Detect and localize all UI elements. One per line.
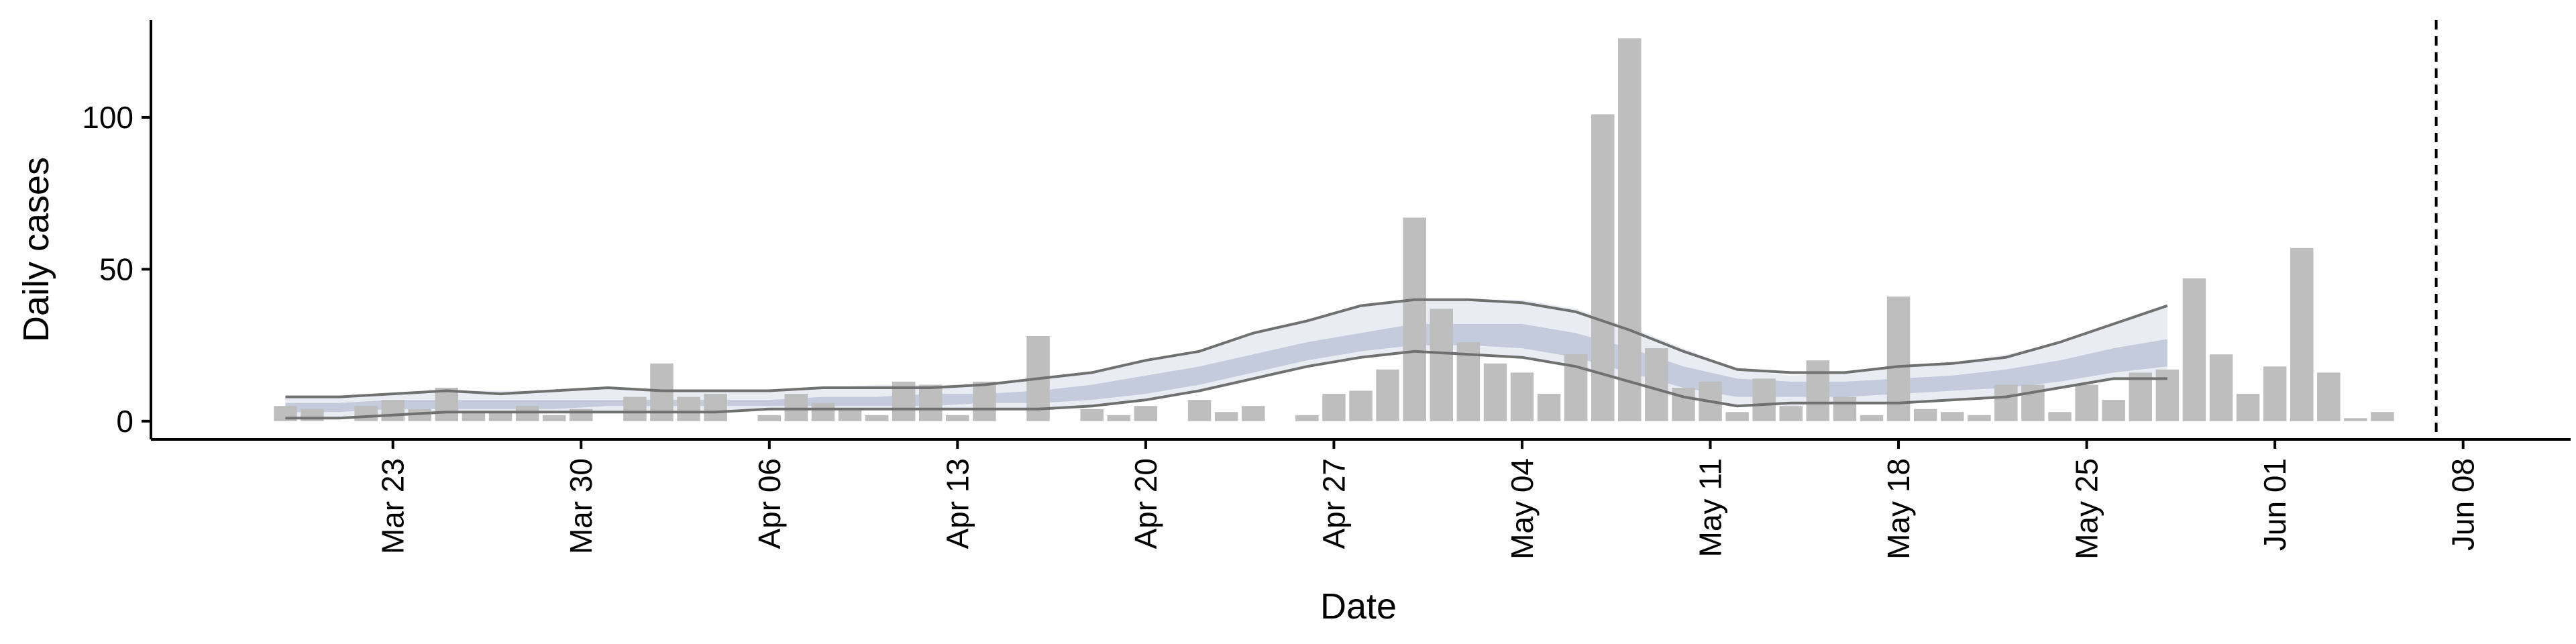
bar-2020-03-27 xyxy=(488,412,513,421)
bar-2020-04-26 xyxy=(1295,415,1319,421)
bar-2020-05-27 xyxy=(2129,372,2152,421)
bar-2020-05-08 xyxy=(1618,38,1642,421)
bar-2020-06-05 xyxy=(2371,412,2394,421)
bar-2020-05-12 xyxy=(1725,412,1749,421)
bar-2020-04-10 xyxy=(865,415,889,421)
x-tick-label-2020-06-01: Jun 01 xyxy=(2257,458,2292,551)
estimate-ribbon-layer xyxy=(285,299,2167,419)
bar-2020-03-22 xyxy=(354,406,378,421)
bar-2020-05-17 xyxy=(1860,415,1884,421)
bar-2020-04-06 xyxy=(757,415,782,421)
x-tick-label-2020-06-08: Jun 08 xyxy=(2446,458,2481,551)
bar-2020-04-27 xyxy=(1322,394,1346,421)
bar-2020-05-05 xyxy=(1537,394,1561,421)
bar-2020-03-28 xyxy=(515,406,539,421)
bar-2020-03-25 xyxy=(435,388,459,421)
bar-2020-04-03 xyxy=(677,396,700,421)
bar-2020-04-22 xyxy=(1187,400,1212,421)
y-tick-label-0: 0 xyxy=(116,404,133,439)
bar-2020-05-16 xyxy=(1833,396,1857,421)
x-tick-label-2020-05-04: May 04 xyxy=(1505,458,1540,559)
inner-credible-band xyxy=(285,323,2167,413)
x-tick-label-2020-03-30: Mar 30 xyxy=(564,458,598,554)
bar-2020-05-30 xyxy=(2209,354,2233,421)
y-axis-title: Daily cases xyxy=(16,157,56,342)
bar-2020-05-19 xyxy=(1913,409,1937,421)
bar-2020-06-02 xyxy=(2290,248,2314,421)
bar-2020-04-14 xyxy=(973,381,996,421)
x-tick-label-2020-03-23: Mar 23 xyxy=(376,458,411,554)
estimate-bound-lines xyxy=(285,298,2168,420)
bar-2020-05-10 xyxy=(1672,388,1695,421)
y-tick-label-50: 50 xyxy=(99,252,133,286)
bar-2020-04-09 xyxy=(838,409,862,421)
bar-2020-05-01 xyxy=(1430,309,1453,421)
x-tick-label-2020-05-11: May 11 xyxy=(1693,458,1728,557)
x-tick-label-2020-04-06: Apr 06 xyxy=(752,458,787,549)
bar-2020-05-03 xyxy=(1483,363,1507,421)
lower-bound-line xyxy=(285,350,2167,420)
x-tick-label-2020-04-20: Apr 20 xyxy=(1128,458,1163,549)
x-axis-title: Date xyxy=(1320,586,1397,627)
x-tick-label-2020-05-25: May 25 xyxy=(2070,458,2104,559)
bar-2020-04-28 xyxy=(1349,390,1373,421)
x-tick-label-2020-05-18: May 18 xyxy=(1881,458,1916,559)
bar-2020-03-23 xyxy=(381,400,405,421)
bar-2020-05-29 xyxy=(2182,278,2206,421)
bar-2020-05-15 xyxy=(1806,360,1830,421)
bar-2020-05-24 xyxy=(2048,412,2072,421)
bar-2020-06-04 xyxy=(2344,418,2367,421)
axes: 0 50 100 Mar 23 Mar 30 Apr 06 Apr 13 Apr 20 Apr … xyxy=(82,20,2571,559)
bar-2020-04-29 xyxy=(1376,369,1399,421)
bar-2020-06-01 xyxy=(2263,366,2287,421)
bar-2020-05-28 xyxy=(2155,369,2180,421)
bar-2020-03-29 xyxy=(542,415,566,421)
bar-2020-05-14 xyxy=(1779,406,1803,421)
bar-2020-05-18 xyxy=(1886,297,1911,421)
bar-2020-05-20 xyxy=(1941,412,1964,421)
x-tick-label-2020-04-27: Apr 27 xyxy=(1316,458,1351,549)
bar-2020-05-22 xyxy=(1994,384,2018,421)
bar-2020-04-18 xyxy=(1080,409,1104,421)
bar-2020-05-26 xyxy=(2102,400,2125,421)
bar-2020-04-30 xyxy=(1403,217,1426,421)
bar-2020-03-26 xyxy=(462,412,486,421)
bar-2020-04-12 xyxy=(919,384,943,421)
upper-bound-line xyxy=(285,298,2168,398)
y-tick-label-100: 100 xyxy=(82,100,133,135)
bar-2020-04-23 xyxy=(1214,412,1238,421)
bar-2020-05-25 xyxy=(2075,384,2098,421)
bar-2020-05-13 xyxy=(1752,378,1776,421)
bar-2020-05-31 xyxy=(2236,394,2260,421)
bar-2020-06-03 xyxy=(2317,372,2341,421)
x-tick-label-2020-04-13: Apr 13 xyxy=(940,458,975,549)
bar-2020-04-24 xyxy=(1242,406,1265,421)
bar-2020-05-04 xyxy=(1510,372,1534,421)
bar-2020-05-07 xyxy=(1591,114,1615,421)
bar-2020-04-07 xyxy=(784,394,808,421)
bar-2020-04-08 xyxy=(811,402,835,421)
bar-2020-04-01 xyxy=(623,396,647,421)
bar-2020-05-21 xyxy=(1968,415,1991,421)
bar-2020-04-20 xyxy=(1134,406,1158,421)
bar-2020-04-04 xyxy=(704,394,727,421)
bar-2020-04-19 xyxy=(1107,415,1131,421)
bar-2020-05-09 xyxy=(1645,348,1668,421)
bar-2020-04-13 xyxy=(946,415,969,421)
daily-cases-bars xyxy=(274,38,2394,421)
